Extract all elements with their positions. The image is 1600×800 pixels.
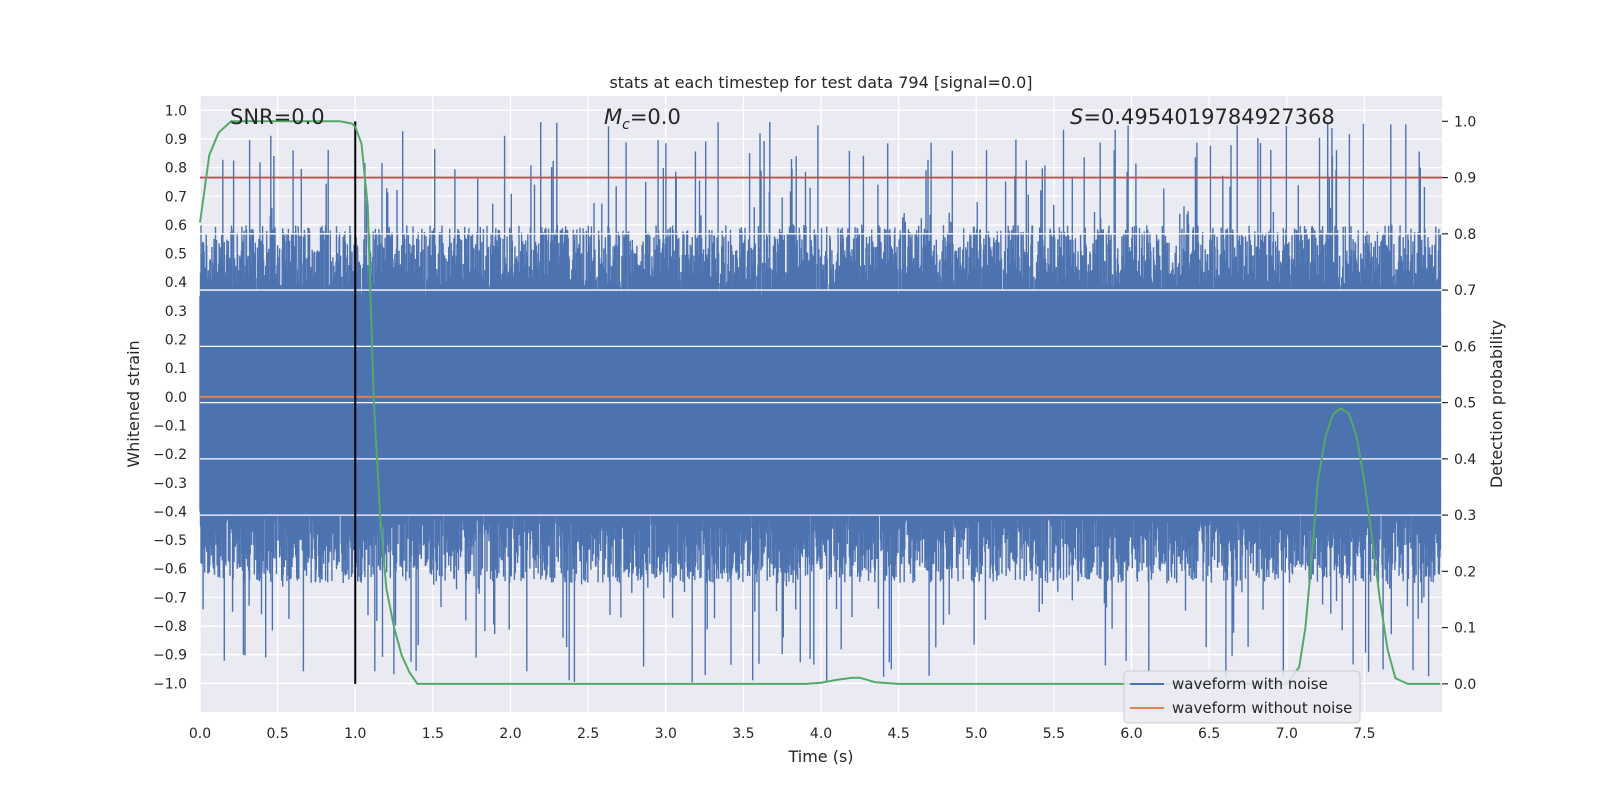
y-right-tick-label: 1.0 [1454,114,1476,130]
x-tick-label: 5.5 [1043,726,1065,742]
y-right-tick-label: 0.2 [1454,564,1476,580]
detection-probability-trace [199,120,1441,685]
x-tick-label: 3.5 [732,726,754,742]
y-left-tick-label: 0.9 [165,132,187,148]
legend: waveform with noise waveform without noi… [1123,670,1361,724]
x-tick-label: 3.0 [655,726,677,742]
y-left-tick-label: −0.2 [153,447,187,463]
y-left-tick-label: −0.6 [153,562,187,578]
score-value: =0.4954019784927368 [1083,105,1334,129]
y-left-tick-label: −0.9 [153,648,187,664]
y-left-tick-label: −0.1 [153,418,187,434]
x-tick-label: 0.5 [266,726,288,742]
y-left-tick-label: 0.0 [165,390,187,406]
y-left-tick-label: 1.0 [165,103,187,119]
y-left-axis-ticks: 1.0 0.9 0.8 0.7 0.6 0.5 0.4 0.3 0.2 0.1 0.0 −0.1 −0.… [153,103,187,692]
y-left-tick-label: 0.8 [165,161,187,177]
x-tick-label: 2.5 [577,726,599,742]
legend-box [1123,670,1361,724]
y-left-tick-label: 0.6 [165,218,187,234]
y-right-tick-label: 0.5 [1454,396,1476,412]
x-tick-label: 1.5 [422,726,444,742]
x-tick-label: 4.5 [887,726,909,742]
y-right-axis-label: Detection probability [1487,320,1506,488]
chirp-mass-value: =0.0 [630,105,681,129]
y-left-tick-label: 0.5 [165,247,187,263]
y-right-tick-label: 0.6 [1454,339,1476,355]
chart-title: stats at each timestep for test data 794… [609,73,1032,92]
y-left-tick-label: 0.4 [165,275,187,291]
series-waveform-with-noise [199,121,1442,683]
x-tick-label: 1.0 [344,726,366,742]
score-annotation: S=0.4954019784927368 [1070,105,1335,129]
x-tick-label: 4.0 [810,726,832,742]
y-left-tick-label: −0.3 [153,476,187,492]
series-detection-probability [199,120,1441,685]
y-left-tick-label: 0.3 [165,304,187,320]
x-tick-label: 6.5 [1198,726,1220,742]
y-right-tick-label: 0.8 [1454,227,1476,243]
x-tick-label: 0.0 [189,726,211,742]
chirp-mass-symbol: M [604,105,622,129]
x-axis-ticks: 0.0 0.5 1.0 1.5 2.0 2.5 3.0 3.5 4.0 4.5 5.0 5.5 6.0 6… [189,726,1376,742]
x-tick-label: 7.0 [1276,726,1298,742]
x-axis-label: Time (s) [787,747,853,766]
y-right-tick-label: 0.0 [1454,677,1476,693]
y-left-tick-label: −0.4 [153,504,187,520]
y-right-tick-label: 0.9 [1454,171,1476,187]
score-symbol: S [1070,105,1083,129]
x-tick-label: 5.0 [965,726,987,742]
x-tick-label: 2.0 [499,726,521,742]
chirp-mass-annotation: Mc=0.0 [604,105,681,133]
y-left-tick-label: 0.1 [165,361,187,377]
y-right-tick-label: 0.7 [1454,283,1476,299]
y-right-axis-ticks: 1.0 0.9 0.8 0.7 0.6 0.5 0.4 0.3 0.2 0.1 0.0 [1442,114,1476,693]
snr-annotation: SNR=0.0 [230,105,325,129]
y-left-tick-label: −0.7 [153,590,187,606]
y-left-tick-label: −0.5 [153,533,187,549]
x-tick-label: 6.0 [1120,726,1142,742]
y-left-axis-label: Whitened strain [124,340,143,467]
y-left-tick-label: −0.8 [153,619,187,635]
y-right-tick-label: 0.4 [1454,452,1476,468]
y-right-tick-label: 0.3 [1454,508,1476,524]
legend-label-noise: waveform with noise [1172,675,1328,693]
y-left-tick-label: 0.7 [165,189,187,205]
waveform-with-noise-core [200,339,1441,498]
chirp-mass-subscript: c [622,117,630,133]
y-left-tick-label: 0.2 [165,333,187,349]
y-left-tick-label: −1.0 [153,676,187,692]
x-tick-label: 7.5 [1353,726,1375,742]
y-right-tick-label: 0.1 [1454,621,1476,637]
legend-label-clean: waveform without noise [1172,699,1352,717]
